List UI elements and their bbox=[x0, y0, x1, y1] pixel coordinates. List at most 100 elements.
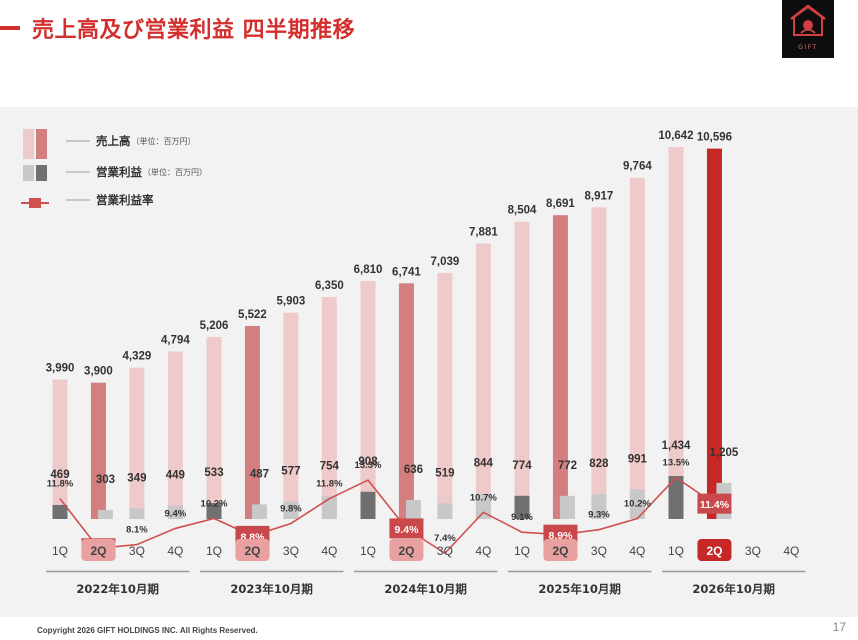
profit-label: 519 bbox=[435, 467, 454, 479]
logo-text: GIFT bbox=[798, 44, 818, 51]
copyright-text: Copyright 2026 GIFT HOLDINGS INC. All Ri… bbox=[37, 626, 258, 635]
period-label: 2024年10月期 bbox=[384, 582, 467, 596]
profit-bar bbox=[283, 501, 299, 519]
margin-label: 10.2% bbox=[624, 499, 651, 510]
profit-label: 349 bbox=[127, 473, 146, 485]
gift-logo: GIFT bbox=[782, 0, 834, 58]
margin-badge-label: 11.4% bbox=[700, 499, 730, 511]
sales-label: 5,903 bbox=[277, 296, 306, 308]
sales-bar bbox=[591, 207, 607, 519]
margin-label: 13.5% bbox=[663, 458, 690, 469]
period-label: 2023年10月期 bbox=[230, 582, 313, 596]
period-label: 2026年10月期 bbox=[692, 582, 775, 596]
quarter-label: 3Q bbox=[745, 544, 761, 558]
margin-label: 9.8% bbox=[280, 503, 302, 514]
profit-bar bbox=[475, 493, 491, 519]
profit-bar bbox=[668, 476, 684, 519]
profit-label: 577 bbox=[281, 466, 300, 478]
margin-label: 9.1% bbox=[511, 512, 533, 523]
profit-bar bbox=[514, 495, 530, 519]
profit-bar bbox=[321, 496, 337, 519]
quarter-badge bbox=[235, 539, 270, 561]
quarter-label: 4Q bbox=[321, 544, 337, 558]
sales-label: 6,741 bbox=[392, 266, 421, 278]
sales-bar bbox=[52, 379, 68, 519]
legend-sales-swatch bbox=[23, 129, 34, 159]
quarter-label: 1Q bbox=[360, 544, 376, 558]
sales-label: 4,794 bbox=[161, 334, 190, 346]
title-accent-bar bbox=[0, 26, 20, 30]
margin-label: 10.2% bbox=[201, 499, 228, 510]
margin-label: 7.4% bbox=[434, 533, 456, 544]
sales-label: 9,764 bbox=[623, 161, 652, 173]
legend-profit-swatch bbox=[23, 165, 34, 181]
quarter-label: 2Q bbox=[552, 544, 568, 558]
profit-label: 303 bbox=[96, 474, 115, 486]
profit-label: 1,205 bbox=[710, 447, 739, 459]
profit-label: 469 bbox=[50, 469, 69, 481]
quarter-label: 2Q bbox=[90, 544, 106, 558]
quarter-badge bbox=[389, 539, 424, 561]
margin-label: 9.4% bbox=[165, 508, 187, 519]
sales-bar bbox=[552, 215, 568, 519]
margin-line bbox=[59, 476, 715, 555]
sales-label: 8,917 bbox=[585, 190, 614, 202]
sales-label: 8,504 bbox=[508, 205, 537, 217]
profit-label: 772 bbox=[558, 460, 577, 472]
profit-bar bbox=[437, 503, 453, 519]
quarter-badge bbox=[81, 539, 116, 561]
quarter-label: 4Q bbox=[629, 544, 645, 558]
quarter-label: 3Q bbox=[283, 544, 299, 558]
profit-bar bbox=[360, 491, 376, 519]
quarter-label: 4Q bbox=[783, 544, 799, 558]
quarter-label: 1Q bbox=[206, 544, 222, 558]
quarter-label: 2Q bbox=[706, 544, 722, 558]
margin-label: 10.7% bbox=[470, 492, 497, 503]
quarter-label: 3Q bbox=[591, 544, 607, 558]
sales-bar bbox=[129, 367, 145, 519]
profit-label: 487 bbox=[250, 468, 269, 480]
quarter-label: 1Q bbox=[514, 544, 530, 558]
profit-label: 991 bbox=[628, 453, 648, 465]
sales-label: 3,900 bbox=[84, 366, 113, 378]
sales-label: 8,691 bbox=[546, 198, 575, 210]
profit-bar bbox=[129, 508, 145, 519]
sales-label: 7,039 bbox=[431, 256, 460, 268]
margin-label: 8.1% bbox=[126, 525, 148, 536]
sales-label: 5,522 bbox=[238, 309, 267, 321]
legend-margin-marker bbox=[29, 198, 41, 208]
profit-label: 828 bbox=[589, 458, 609, 470]
profit-label: 533 bbox=[204, 467, 223, 479]
sales-bar bbox=[706, 148, 722, 519]
profit-label: 754 bbox=[320, 460, 340, 472]
sales-bar bbox=[514, 221, 530, 519]
period-label: 2022年10月期 bbox=[76, 582, 159, 596]
legend-label: 売上高 bbox=[96, 134, 131, 148]
profit-bar bbox=[405, 499, 421, 519]
profit-bar bbox=[251, 504, 267, 519]
quarter-label: 2Q bbox=[398, 544, 414, 558]
sales-bar bbox=[437, 272, 453, 519]
quarter-label: 1Q bbox=[668, 544, 684, 558]
quarter-label: 3Q bbox=[129, 544, 145, 558]
profit-label: 774 bbox=[512, 460, 532, 472]
margin-label: 13.3% bbox=[355, 460, 382, 471]
sales-label: 4,329 bbox=[123, 351, 152, 363]
sales-bar bbox=[90, 382, 106, 519]
legend-label: 営業利益 bbox=[96, 165, 142, 179]
quarter-label: 4Q bbox=[475, 544, 491, 558]
sales-bar bbox=[206, 337, 222, 519]
sales-label: 10,642 bbox=[658, 130, 693, 142]
sales-label: 6,350 bbox=[315, 280, 344, 292]
sales-label: 6,810 bbox=[354, 264, 383, 276]
legend-label: 営業利益率 bbox=[96, 193, 154, 207]
profit-bar bbox=[559, 495, 575, 519]
sales-bar bbox=[668, 147, 684, 519]
profit-label: 636 bbox=[404, 464, 423, 476]
sales-bar bbox=[244, 325, 260, 519]
sales-label: 7,881 bbox=[469, 227, 498, 239]
margin-badge bbox=[697, 493, 732, 514]
profit-label: 844 bbox=[474, 458, 494, 470]
profit-bar bbox=[167, 505, 183, 519]
sales-bar bbox=[283, 312, 299, 519]
